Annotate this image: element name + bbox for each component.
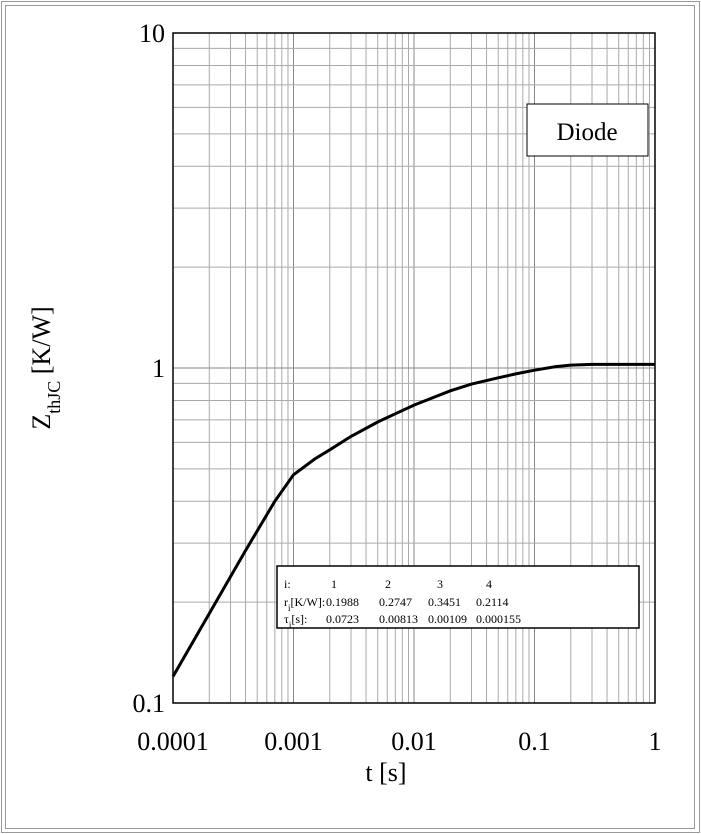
x-axis-label: t [s] bbox=[365, 758, 406, 787]
table-row-label-tail: [K/W]: bbox=[291, 595, 326, 609]
table-cell: 0.000155 bbox=[476, 612, 521, 626]
y-tick-label: 0.1 bbox=[133, 689, 166, 718]
table-row-label-tail: [s]: bbox=[291, 612, 307, 626]
plot-area-border bbox=[172, 32, 656, 704]
diode-annotation-text: Diode bbox=[556, 119, 617, 146]
diode-annotation-box bbox=[526, 103, 649, 157]
parameter-table-box bbox=[276, 565, 640, 629]
diode-annotation: Diode bbox=[526, 103, 649, 157]
table-cell: 0.00813 bbox=[379, 612, 418, 626]
y-axis-label-sub: thJC bbox=[44, 381, 64, 414]
table-row-label: ri[K/W]: bbox=[284, 595, 325, 613]
x-tick-labels: 0.0001 0.001 0.01 0.1 1 bbox=[137, 727, 661, 756]
table-cell: 2 bbox=[385, 577, 391, 591]
parameter-table: i: 1 2 3 4ri[K/W]: 0.1988 0.2747 0.3451 0.2114τi… bbox=[276, 565, 640, 630]
table-cell: 0.2114 bbox=[476, 595, 509, 609]
zth-curve bbox=[171, 362, 655, 678]
inner-frame bbox=[5, 5, 695, 829]
x-tick-label: 0.0001 bbox=[137, 727, 209, 756]
table-cell: 4 bbox=[486, 577, 492, 591]
y-tick-label: 1 bbox=[152, 354, 165, 383]
y-tick-labels: 0.1 1 10 bbox=[133, 19, 166, 718]
y-tick-label: 10 bbox=[139, 19, 165, 48]
table-row-label: τi[s]: bbox=[284, 612, 307, 630]
table-row-label-main: τ bbox=[284, 612, 289, 626]
table-row-label-main: r bbox=[284, 595, 288, 609]
x-tick-label: 1 bbox=[649, 727, 662, 756]
y-axis-label-main: Z bbox=[27, 414, 56, 430]
table-row-label-sub: i bbox=[288, 603, 291, 613]
table-row-label-sub: i bbox=[289, 620, 292, 630]
x-tick-label: 0.001 bbox=[264, 727, 323, 756]
table-cell: 0.3451 bbox=[428, 595, 461, 609]
y-axis-label: ZthJC [K/W] bbox=[27, 306, 64, 429]
table-row-label: i: bbox=[284, 577, 291, 591]
table-cell: 3 bbox=[437, 577, 443, 591]
table-row-label-main: i: bbox=[284, 577, 291, 591]
table-cell: 0.2747 bbox=[379, 595, 412, 609]
table-cell: 0.00109 bbox=[428, 612, 467, 626]
y-axis-label-unit: [K/W] bbox=[27, 306, 56, 380]
table-cell: 1 bbox=[331, 577, 337, 591]
x-tick-label: 0.1 bbox=[518, 727, 551, 756]
table-cell: 0.1988 bbox=[326, 595, 359, 609]
x-tick-label: 0.01 bbox=[391, 727, 437, 756]
table-cell: 0.0723 bbox=[326, 612, 359, 626]
